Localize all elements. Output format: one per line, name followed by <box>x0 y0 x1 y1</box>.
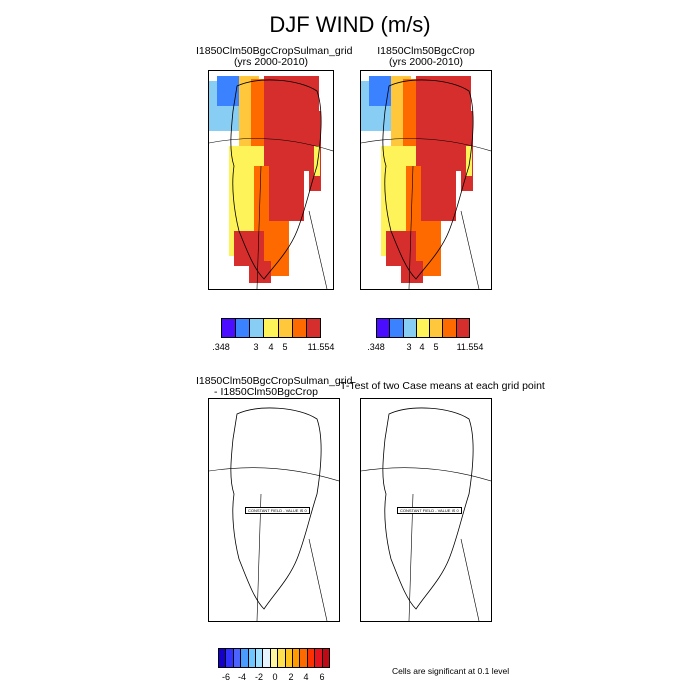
swatch <box>256 649 264 667</box>
colorbar-label: 11.554 <box>456 342 484 352</box>
swatch <box>315 649 323 667</box>
colorbar-bottom: -6 -4 -2 0 2 4 6 <box>218 648 330 684</box>
swatch <box>219 649 227 667</box>
map-gridlines <box>361 467 491 621</box>
map-panel-bgccrop <box>360 70 492 290</box>
greenland-coastline <box>382 407 474 610</box>
colorbar-label: 5 <box>282 342 288 352</box>
swatch <box>307 649 316 667</box>
constant-field-label: CONSTANT FIELD - VALUE IS 0 <box>397 507 462 514</box>
swatch <box>300 649 308 667</box>
cell-east-coast-yellow <box>466 146 472 176</box>
panel2-title-line2: (yrs 2000-2010) <box>388 56 464 68</box>
colorbar-label: -4 <box>237 672 247 682</box>
swatch <box>241 649 249 667</box>
cell-south-tip <box>401 261 423 283</box>
difference-map <box>209 407 339 621</box>
colorbar-label: 11.554 <box>307 342 335 352</box>
map-gridlines <box>361 138 491 289</box>
cell-south-edge <box>386 231 416 266</box>
swatch <box>270 649 279 667</box>
wind-map-sulman <box>209 76 333 289</box>
wind-field-cells <box>361 76 473 283</box>
panel1-title-line2: (yrs 2000-2010) <box>233 56 309 68</box>
swatch <box>292 319 307 337</box>
cell-highest-east <box>421 161 456 221</box>
colorbar-swatches <box>221 318 321 338</box>
swatch <box>263 649 271 667</box>
swatch <box>390 319 404 337</box>
greenland-coastline <box>230 407 322 610</box>
colorbar-label: .348 <box>367 342 385 352</box>
figure-title: DJF WIND (m/s) <box>269 12 431 37</box>
swatch <box>248 649 257 667</box>
swatch <box>293 649 301 667</box>
colorbar-label: 4 <box>419 342 425 352</box>
ttest-map <box>361 407 491 621</box>
colorbar-label: 2 <box>288 672 294 682</box>
panel2-title-line1: I1850Clm50BgcCrop <box>377 45 475 57</box>
colorbar-label: 4 <box>268 342 274 352</box>
wind-map-bgccrop <box>361 76 491 289</box>
swatch <box>226 649 234 667</box>
cell-south-edge <box>234 231 264 266</box>
swatch <box>233 649 242 667</box>
constant-field-label: CONSTANT FIELD - VALUE IS 0 <box>245 507 310 514</box>
colorbar-top-right: .348 3 4 5 11.554 <box>367 318 483 354</box>
panel3-title: I1850Clm50BgcCropSulman_grid - I1850Clm5… <box>196 375 353 398</box>
swatch <box>306 319 320 337</box>
panel3-title-line2: - I1850Clm50BgcCrop <box>214 386 318 398</box>
swatch <box>322 649 330 667</box>
colorbar-label: -6 <box>221 672 231 682</box>
cell-lowest <box>217 76 242 106</box>
swatch <box>278 319 293 337</box>
greenland-coastline <box>230 79 322 280</box>
colorbar-swatches <box>376 318 470 338</box>
swatch <box>264 319 279 337</box>
panel3-title-line1: I1850Clm50BgcCropSulman_grid <box>196 375 353 387</box>
cell-east-coast-yellow <box>314 146 320 176</box>
colorbar-label: .348 <box>212 342 230 352</box>
cell-south-tip <box>249 261 271 283</box>
swatch <box>416 319 431 337</box>
map-panel-sulman-grid <box>208 70 334 290</box>
panel4-title: T-Test of two Case means at each grid po… <box>340 380 545 392</box>
swatch <box>430 319 444 337</box>
swatch <box>456 319 469 337</box>
map-gridlines <box>209 138 333 289</box>
map-gridlines <box>209 467 339 621</box>
colorbar-label: -2 <box>254 672 264 682</box>
colorbar-label: 3 <box>406 342 412 352</box>
colorbar-top-left: .348 3 4 5 11.554 <box>212 318 334 354</box>
wind-field-cells <box>209 76 321 283</box>
significance-note: Cells are significant at 0.1 level <box>392 666 510 676</box>
swatch <box>250 319 265 337</box>
colorbar-label: 5 <box>433 342 439 352</box>
swatch <box>236 319 251 337</box>
map-panel-ttest: CONSTANT FIELD - VALUE IS 0 <box>360 398 492 622</box>
swatch <box>222 319 237 337</box>
colorbar-label: 0 <box>272 672 278 682</box>
swatch <box>285 649 294 667</box>
colorbar-label: 4 <box>303 672 309 682</box>
colorbar-label: 6 <box>319 672 325 682</box>
swatch <box>403 319 417 337</box>
greenland-coastline <box>382 79 474 280</box>
colorbar-label: 3 <box>253 342 259 352</box>
cell-lowest <box>369 76 394 106</box>
panel2-title: I1850Clm50BgcCrop (yrs 2000-2010) <box>360 46 492 68</box>
colorbar-swatches <box>218 648 330 668</box>
map-panel-difference: CONSTANT FIELD - VALUE IS 0 <box>208 398 340 622</box>
panel1-title-line1: I1850Clm50BgcCropSulman_grid <box>196 45 353 57</box>
cell-highest-east <box>269 161 304 221</box>
swatch <box>377 319 391 337</box>
swatch <box>443 319 457 337</box>
swatch <box>278 649 286 667</box>
panel1-title: I1850Clm50BgcCropSulman_grid (yrs 2000-2… <box>196 45 353 68</box>
